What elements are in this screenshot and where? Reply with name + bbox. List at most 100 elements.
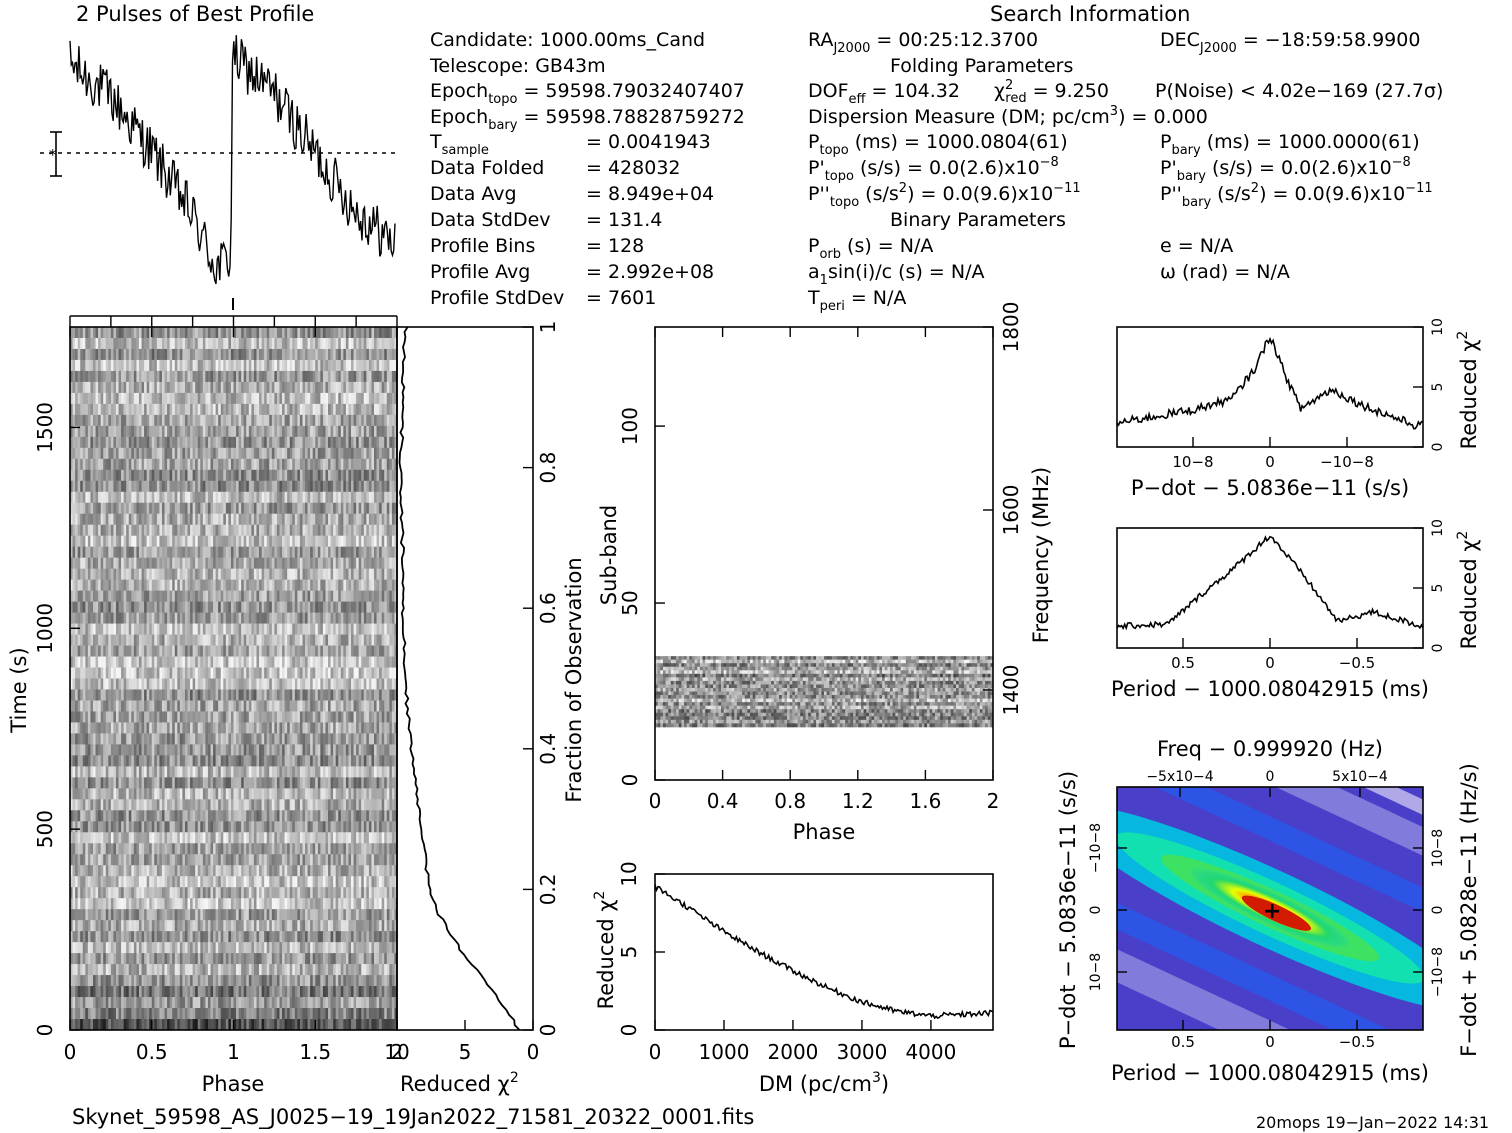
time-phase-cell — [251, 513, 255, 526]
time-phase-cell — [376, 568, 380, 581]
time-phase-cell — [146, 689, 150, 701]
time-phase-cell — [172, 392, 176, 405]
time-phase-cell — [297, 337, 301, 350]
time-phase-cell — [340, 425, 344, 438]
time-phase-cell — [151, 414, 155, 427]
time-phase-cell — [118, 480, 122, 493]
time-phase-cell — [228, 458, 232, 471]
time-phase-cell — [328, 524, 331, 537]
time-phase-cell — [269, 656, 273, 668]
time-phase-cell — [381, 403, 385, 416]
time-phase-cell — [322, 711, 326, 723]
time-phase-cell — [271, 491, 275, 504]
time-phase-cell — [358, 381, 362, 394]
time-phase-cell — [276, 645, 280, 657]
time-phase-cell — [131, 623, 135, 635]
time-phase-cell — [128, 392, 132, 405]
time-phase-cell — [105, 469, 109, 482]
time-phase-cell — [271, 667, 275, 679]
time-phase-cell — [389, 678, 393, 690]
time-phase-cell — [123, 546, 127, 559]
time-phase-cell — [379, 656, 383, 668]
time-phase-cell — [394, 327, 397, 339]
time-phase-cell — [246, 348, 250, 361]
time-phase-cell — [174, 744, 178, 756]
time-phase-cell — [213, 634, 217, 646]
time-phase-cell — [108, 689, 112, 701]
time-phase-cell — [389, 348, 393, 361]
time-phase-cell — [276, 601, 280, 613]
time-phase-cell — [391, 535, 395, 548]
time-phase-cell — [161, 579, 165, 592]
time-phase-cell — [115, 656, 119, 668]
time-phase-cell — [302, 447, 306, 460]
time-phase-cell — [138, 645, 142, 657]
time-phase-cell — [264, 381, 268, 394]
time-phase-cell — [223, 327, 227, 339]
time-phase-cell — [317, 447, 321, 460]
time-phase-cell — [328, 733, 331, 745]
time-phase-cell — [256, 634, 260, 646]
time-phase-cell — [389, 370, 393, 383]
time-phase-cell — [179, 590, 183, 603]
time-phase-cell — [72, 667, 76, 679]
time-phase-cell — [335, 579, 339, 592]
time-phase-cell — [256, 447, 260, 460]
time-phase-cell — [315, 337, 319, 350]
time-phase-cell — [282, 623, 285, 635]
time-phase-cell — [243, 337, 247, 350]
time-phase-cell — [351, 722, 354, 734]
time-phase-cell — [335, 337, 339, 350]
time-phase-cell — [366, 568, 370, 581]
time-phase-cell — [269, 381, 273, 394]
info-data-avg-value: = 8.949e+04 — [586, 183, 714, 205]
time-phase-cell — [213, 568, 217, 581]
time-phase-cell — [236, 744, 239, 756]
time-phase-cell — [161, 612, 165, 624]
time-phase-cell — [187, 634, 191, 646]
time-phase-cell — [174, 546, 178, 559]
time-phase-cell — [297, 634, 301, 646]
time-phase-cell — [282, 678, 285, 690]
time-phase-cell — [72, 711, 76, 723]
time-phase-cell — [174, 733, 178, 745]
time-phase-cell — [246, 656, 250, 668]
time-phase-cell — [123, 700, 127, 712]
time-phase-cell — [213, 458, 217, 471]
time-phase-cell — [266, 381, 270, 394]
time-phase-cell — [159, 524, 163, 537]
time-phase-cell — [274, 524, 278, 537]
time-phase-cell — [261, 634, 265, 646]
time-phase-cell — [238, 337, 242, 350]
time-phase-cell — [348, 327, 352, 339]
time-phase-cell — [159, 327, 163, 339]
info-pddot-topo: P''topo (s/s2) = 0.0(9.6)x10−11 — [808, 181, 1081, 210]
time-phase-cell — [184, 722, 188, 734]
time-phase-cell — [70, 381, 73, 394]
time-phase-cell — [100, 524, 104, 537]
time-phase-cell — [312, 667, 316, 679]
time-phase-cell — [100, 722, 104, 734]
time-phase-cell — [269, 513, 273, 526]
time-phase-cell — [371, 579, 375, 592]
time-phase-cell — [238, 436, 242, 449]
time-phase-cell — [103, 447, 107, 460]
time-phase-cell — [154, 480, 158, 493]
time-phase-cell — [77, 381, 81, 394]
time-phase-cell — [330, 568, 334, 581]
time-phase-cell — [121, 722, 125, 734]
time-phase-cell — [356, 722, 360, 734]
time-phase-cell — [307, 645, 311, 657]
time-phase-cell — [325, 733, 329, 745]
time-phase-cell — [340, 557, 344, 570]
time-phase-cell — [345, 546, 349, 559]
time-phase-cell — [379, 524, 383, 537]
time-phase-cell — [343, 667, 347, 679]
time-phase-cell — [266, 469, 270, 482]
time-phase-cell — [271, 524, 275, 537]
time-phase-cell — [348, 513, 352, 526]
time-phase-cell — [197, 458, 201, 471]
time-phase-cell — [167, 469, 171, 482]
time-phase-cell — [138, 711, 142, 723]
time-phase-cell — [238, 403, 242, 416]
